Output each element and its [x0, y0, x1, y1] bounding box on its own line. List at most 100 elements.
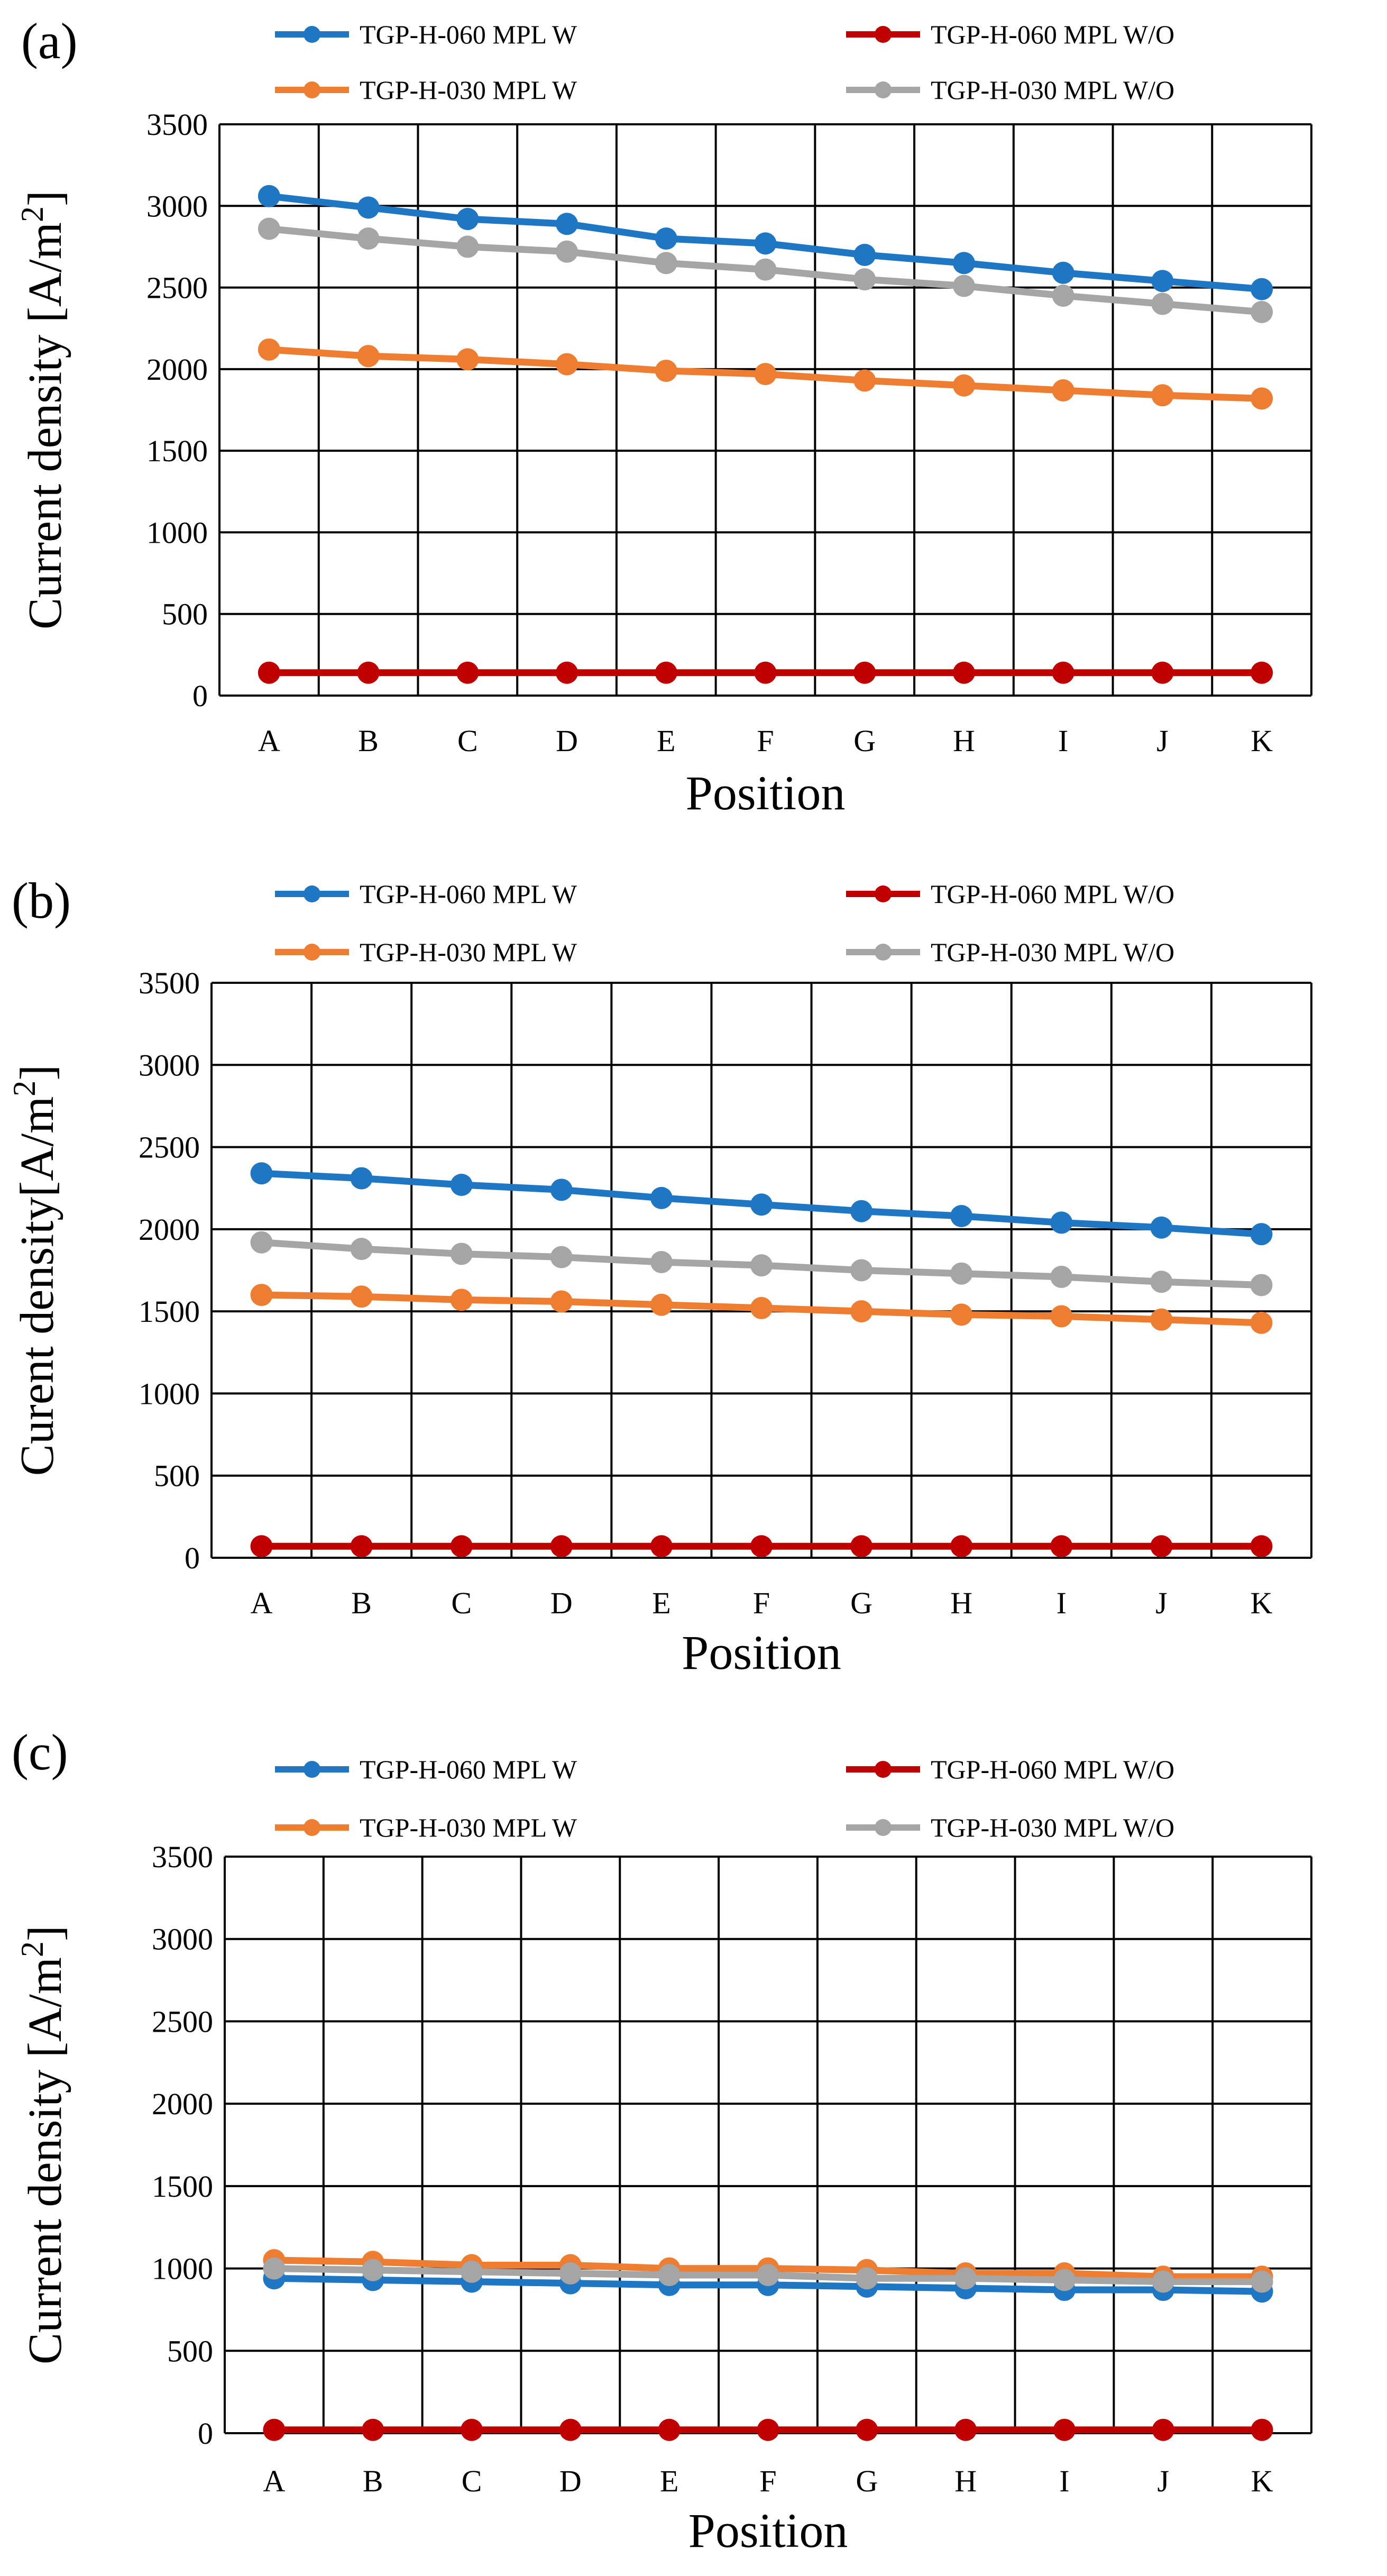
data-point [350, 1167, 373, 1190]
data-point [856, 2418, 878, 2441]
data-point [757, 2418, 779, 2441]
x-tick-label: D [550, 1586, 573, 1620]
legend-swatch-marker [875, 1761, 892, 1778]
data-point [456, 235, 479, 258]
data-point [556, 213, 578, 235]
legend-swatch-marker [304, 81, 320, 98]
chart-c: (c) TGP-H-060 MPL W TGP-H-060 MPL W/O TGP-H… [12, 1724, 1312, 2557]
data-point [754, 661, 777, 684]
chart-a: (a) TGP-H-060 MPL W TGP-H-060 MPL W/O TGP-H… [15, 13, 1312, 820]
chart-b: (b) TGP-H-060 MPL W TGP-H-060 MPL W/O TGP-H… [7, 872, 1312, 1679]
data-point [1251, 387, 1273, 410]
data-point [658, 2264, 681, 2287]
data-point [853, 661, 876, 684]
x-tick-label: G [850, 1586, 872, 1620]
data-point [750, 1296, 773, 1319]
y-tick-label: 1500 [146, 434, 208, 468]
y-tick-label: 500 [167, 2334, 213, 2368]
panel-b: (b) TGP-H-060 MPL W TGP-H-060 MPL W/O TGP-H… [0, 857, 1387, 1714]
x-tick-label: B [363, 2464, 383, 2498]
data-point [456, 348, 479, 371]
data-point [556, 353, 578, 376]
data-point [1150, 1535, 1173, 1558]
data-point [952, 252, 975, 275]
data-point [850, 1200, 873, 1222]
y-tick-label: 1500 [139, 1294, 200, 1329]
legend-swatch-marker [304, 26, 320, 43]
data-point [950, 1205, 973, 1228]
x-tick-label: C [451, 1586, 472, 1620]
panel-c: (c) TGP-H-060 MPL W TGP-H-060 MPL W/O TGP-H… [0, 1724, 1387, 2576]
y-tick-label: 2000 [139, 1212, 200, 1247]
data-point [362, 2259, 384, 2281]
data-point [750, 1254, 773, 1277]
y-tick-label: 3500 [152, 1840, 213, 1874]
data-point [263, 2418, 286, 2441]
data-point [650, 1186, 673, 1209]
y-tick-label: 2500 [146, 271, 208, 305]
data-point [357, 345, 380, 368]
legend-swatch-marker [875, 26, 892, 43]
data-point [1151, 293, 1174, 315]
panel-label: (b) [12, 872, 71, 929]
x-tick-label: K [1251, 2464, 1273, 2498]
data-point [258, 217, 280, 240]
x-tick-label: K [1251, 724, 1273, 758]
legend-item: TGP-H-030 MPL W/O [846, 75, 1174, 105]
data-point [650, 1250, 673, 1273]
data-point [1251, 278, 1273, 300]
data-point [350, 1285, 373, 1308]
data-point [650, 1535, 673, 1558]
y-axis-label-main: Curent density[A/m [11, 1097, 63, 1476]
data-point [1151, 661, 1174, 684]
y-tick-label: 1000 [146, 515, 208, 550]
data-point [1251, 300, 1273, 323]
data-point [250, 1231, 273, 1254]
y-axis-label-end: ] [11, 1065, 63, 1081]
y-tick-label: 3000 [146, 189, 208, 223]
data-point [1250, 1311, 1273, 1334]
x-axis-label: Position [686, 766, 846, 820]
x-tick-label: I [1059, 2464, 1069, 2498]
legend-label: TGP-H-030 MPL W [360, 937, 577, 967]
y-tick-label: 3000 [139, 1048, 200, 1082]
data-point [856, 2267, 878, 2290]
legend-swatch-marker [875, 885, 892, 902]
x-tick-label: G [856, 2464, 878, 2498]
data-point [655, 661, 677, 684]
data-point [350, 1535, 373, 1558]
x-tick-label: G [853, 724, 876, 758]
legend-item: TGP-H-060 MPL W [275, 20, 577, 49]
x-tick-label: H [950, 1586, 972, 1620]
legend-swatch-marker [875, 1819, 892, 1836]
legend-label: TGP-H-030 MPL W [360, 1813, 577, 1842]
x-tick-label: I [1058, 724, 1068, 758]
data-point [1151, 270, 1174, 293]
x-tick-label: C [462, 2464, 482, 2498]
panel-label: (a) [21, 13, 78, 69]
data-point [263, 2257, 286, 2280]
data-point [950, 1303, 973, 1326]
data-point [954, 2267, 977, 2290]
x-axis-label: Position [682, 1625, 841, 1679]
legend-item: TGP-H-030 MPL W/O [846, 937, 1174, 967]
data-point [1050, 1211, 1073, 1234]
data-point [655, 359, 677, 382]
data-point [1052, 261, 1074, 284]
x-tick-label: F [757, 724, 774, 758]
y-tick-label: 3500 [146, 107, 208, 142]
data-point [461, 2418, 483, 2441]
data-point [550, 1246, 573, 1268]
legend-item: TGP-H-030 MPL W [275, 1813, 577, 1842]
data-point [1053, 2418, 1076, 2441]
data-point [559, 2262, 582, 2285]
x-axis-label: Position [688, 2504, 848, 2557]
data-point [556, 661, 578, 684]
y-axis-label: Current density [A/m2] [15, 1925, 71, 2364]
y-axis-label-main: Current density [A/m [19, 1957, 71, 2364]
x-tick-label: A [251, 1586, 273, 1620]
data-point [1052, 285, 1074, 307]
data-point [250, 1284, 273, 1307]
data-point [357, 196, 380, 219]
x-tick-label: E [657, 724, 675, 758]
